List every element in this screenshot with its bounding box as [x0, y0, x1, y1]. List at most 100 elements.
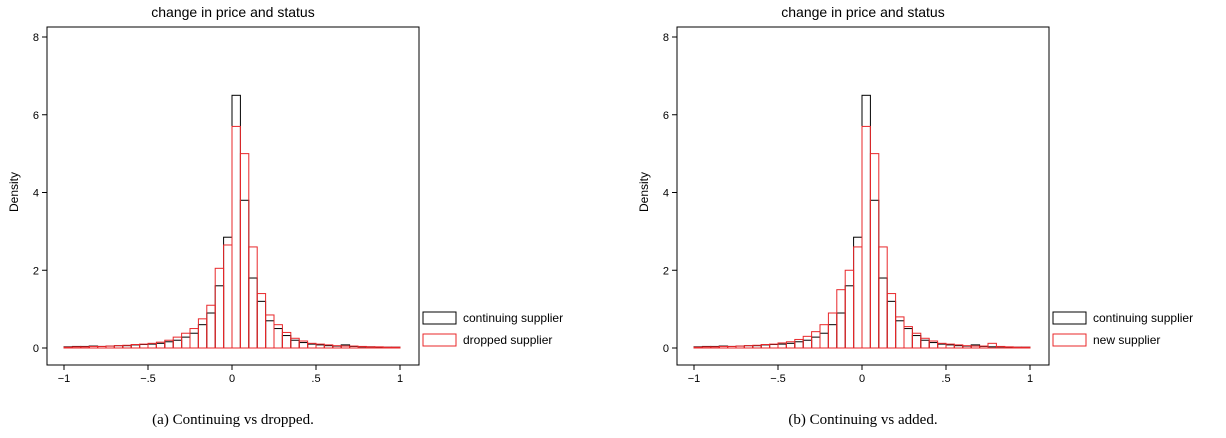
- legend-swatch-dropped: [422, 333, 457, 347]
- x-tick-label: −1: [688, 373, 701, 385]
- bar-continuing-supplier: [164, 341, 174, 349]
- bar-new-supplier: [710, 346, 720, 349]
- bar-continuing-supplier: [861, 94, 871, 349]
- bar-dropped-supplier: [214, 267, 225, 349]
- bar-continuing-supplier: [197, 324, 208, 349]
- bar-continuing-supplier: [181, 336, 191, 349]
- y-tick-label: 6: [663, 110, 669, 122]
- bar-dropped-supplier: [223, 244, 233, 349]
- bar-dropped-supplier: [122, 344, 132, 349]
- bar-dropped-supplier: [239, 153, 250, 349]
- bar-new-supplier: [743, 345, 754, 349]
- bar-continuing-supplier: [811, 336, 821, 349]
- x-tick-label: .5: [311, 373, 320, 385]
- bar-new-supplier: [895, 316, 905, 349]
- bar-continuing-supplier: [827, 324, 838, 349]
- bar-continuing-supplier: [911, 335, 922, 349]
- legend-label-continuing: continuing supplier: [1093, 311, 1193, 325]
- bar-new-supplier: [819, 324, 829, 349]
- bar-new-supplier: [718, 345, 729, 349]
- bar-new-supplier: [1012, 346, 1023, 349]
- panel-continuing-vs-dropped: change in price and status Density −1 −.5…: [7, 4, 563, 428]
- bar-continuing-supplier: [307, 343, 317, 349]
- bar-dropped-supplier: [349, 345, 359, 349]
- bar-dropped-supplier: [197, 318, 208, 349]
- bar-dropped-supplier: [172, 336, 183, 349]
- x-tick-label: −1: [58, 373, 71, 385]
- histogram-bars: [693, 94, 1031, 349]
- legend-label-continuing: continuing supplier: [463, 311, 563, 325]
- plot-frame: [676, 26, 1050, 366]
- y-tick-label: 0: [33, 343, 39, 355]
- y-tick-label: 4: [33, 188, 39, 200]
- bar-dropped-supplier: [181, 332, 191, 349]
- y-axis-label: Density: [637, 172, 651, 212]
- bar-new-supplier: [727, 345, 737, 349]
- bar-continuing-supplier: [769, 344, 779, 349]
- bar-continuing-supplier: [265, 320, 275, 349]
- legend-label-dropped: dropped supplier: [463, 333, 552, 347]
- bar-new-supplier: [811, 331, 821, 349]
- bar-continuing-supplier: [869, 199, 880, 349]
- bar-new-supplier: [962, 345, 972, 349]
- bar-dropped-supplier: [382, 346, 393, 349]
- bar-dropped-supplier: [231, 125, 241, 349]
- x-tick-label: .5: [941, 373, 950, 385]
- bar-new-supplier: [701, 346, 712, 349]
- bar-continuing-supplier: [844, 285, 855, 349]
- bar-new-supplier: [735, 345, 745, 349]
- bar-dropped-supplier: [80, 346, 90, 349]
- bar-new-supplier: [802, 335, 813, 349]
- bar-continuing-supplier: [256, 300, 267, 349]
- bar-continuing-supplier: [819, 332, 829, 349]
- y-tick-label: 2: [663, 265, 669, 277]
- bar-continuing-supplier: [223, 236, 233, 349]
- bar-continuing-supplier: [878, 277, 888, 349]
- legend-swatch-new: [1052, 333, 1087, 347]
- bar-continuing-supplier: [777, 343, 787, 349]
- bar-new-supplier: [979, 345, 989, 349]
- bar-new-supplier: [836, 289, 846, 349]
- bar-new-supplier: [869, 153, 880, 349]
- bar-new-supplier: [827, 312, 838, 349]
- chart-title: change in price and status: [781, 4, 944, 20]
- bar-continuing-supplier: [214, 285, 225, 349]
- bar-new-supplier: [844, 269, 855, 349]
- bar-new-supplier: [970, 345, 981, 349]
- chart-title: change in price and status: [151, 4, 314, 20]
- legend-swatch-continuing: [1052, 311, 1087, 325]
- bar-continuing-supplier: [206, 312, 216, 349]
- bar-continuing-supplier: [273, 328, 283, 349]
- x-tick-label: 1: [1027, 373, 1033, 385]
- bar-dropped-supplier: [189, 328, 199, 349]
- legend: continuing supplier dropped supplier: [422, 311, 563, 347]
- bar-continuing-supplier: [172, 339, 183, 349]
- bar-continuing-supplier: [231, 94, 241, 349]
- bar-dropped-supplier: [323, 344, 334, 349]
- bar-continuing-supplier: [920, 339, 930, 349]
- bar-dropped-supplier: [365, 346, 376, 349]
- y-tick-label: 8: [33, 32, 39, 44]
- bar-new-supplier: [953, 344, 964, 349]
- bar-dropped-supplier: [63, 346, 73, 349]
- figure-caption: (b) Continuing vs added.: [788, 412, 937, 428]
- y-tick-label: 6: [33, 110, 39, 122]
- bar-dropped-supplier: [206, 304, 216, 349]
- legend: continuing supplier new supplier: [1052, 311, 1193, 347]
- bar-dropped-supplier: [71, 346, 82, 349]
- bar-continuing-supplier: [239, 199, 250, 349]
- bar-continuing-supplier: [189, 332, 199, 349]
- series-comparison: [63, 125, 401, 349]
- bar-new-supplier: [853, 246, 863, 349]
- bar-new-supplier: [785, 341, 796, 349]
- axes: −1 −.5 0 .5 1 0 2 4 6 8: [663, 32, 1033, 385]
- bar-continuing-supplier: [147, 343, 157, 349]
- bar-continuing-supplier: [886, 300, 897, 349]
- x-tick-label: 0: [229, 373, 235, 385]
- y-tick-label: 0: [663, 343, 669, 355]
- bar-new-supplier: [903, 326, 913, 349]
- y-tick-label: 4: [663, 188, 669, 200]
- bar-continuing-supplier: [794, 341, 804, 349]
- bar-dropped-supplier: [248, 246, 258, 349]
